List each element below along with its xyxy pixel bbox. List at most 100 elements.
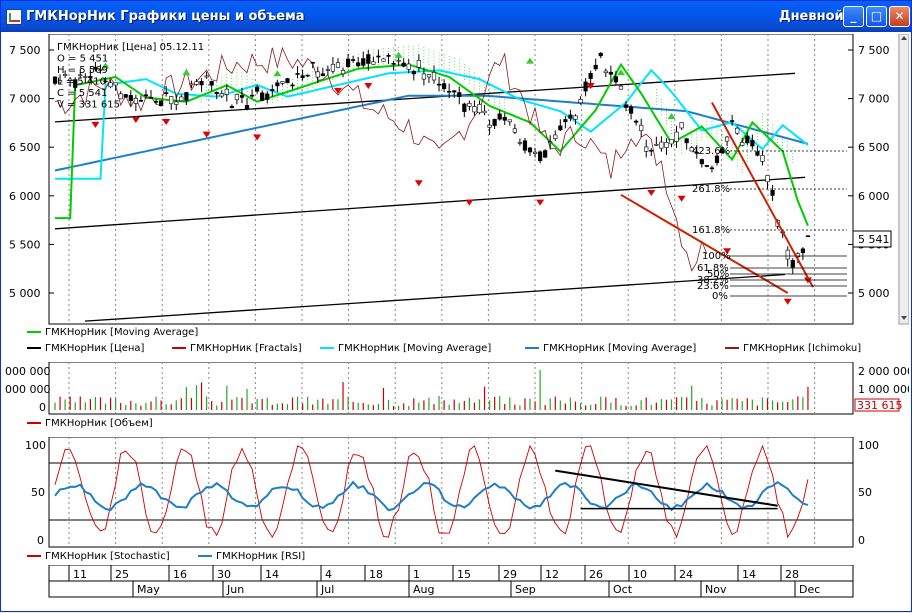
fractal-down-icon [723,248,732,255]
candle-body [472,106,477,113]
price-panel[interactable]: 7 500 7 000 6 500 6 000 5 500 5 000 7 500 7 00… [5,33,910,357]
candle-body [295,73,300,75]
legend-swatch [320,347,334,349]
candle-body [598,52,603,57]
candle-body [416,60,421,68]
candle-body [123,94,128,98]
candle-body [538,151,543,162]
period-label: Дневной [779,9,844,24]
legend-item: ГМКНорНик [RSI] [198,551,305,562]
candle-body [543,150,548,158]
channel-upper [54,72,796,123]
price-tick-right: 7 500 [858,44,890,57]
candle-body [159,100,164,107]
close-button[interactable]: ✕ [889,6,910,27]
candle-body [664,142,669,148]
candle-body [436,83,442,86]
app-icon [6,9,22,25]
candle-body [73,79,78,88]
candle-body [669,138,674,145]
candle-body [275,82,280,87]
candle-body [750,140,755,147]
oscillator-panel[interactable]: 100 50 0 100 50 0 ГМКНорНик [Stochastic]… [5,436,909,565]
month-label: Nov [705,583,727,596]
fractal-down-icon [131,117,140,124]
legend-item: ГМКНорНик [Moving Average] [525,343,696,354]
legend-label: ГМКНорНик [RSI] [216,551,306,562]
fibonacci: 423.6% 261.8% 161.8% 100%61.8%50%38.2%23.6%… [692,146,847,302]
candle-body [527,147,533,153]
candle-body [760,155,765,162]
price-tick-left: 6 500 [9,141,41,154]
title-bar[interactable]: ГМКНорНик Графики цены и объема Дневной … [1,1,911,32]
candle-body [78,74,83,77]
candle-body [108,82,113,88]
info-line: O = 5 451 [57,54,108,65]
stochastic-line [54,444,809,539]
scroll-up-icon[interactable] [901,36,907,40]
candle-body [613,76,619,83]
price-tick-left: 6 000 [9,190,41,203]
candle-body [285,78,290,84]
fractal-up-icon [526,57,535,64]
day-label: 28 [785,568,799,581]
maximize-button[interactable]: □ [866,6,887,27]
price-tick-left: 7 000 [9,93,41,106]
candle-body [603,70,608,74]
day-label: 25 [115,568,129,581]
candle-body [270,89,275,92]
day-label: 24 [679,568,693,581]
legend-swatch [172,347,186,349]
fractal-down-icon [536,199,545,206]
candle-body [482,110,487,114]
fib-label: 38.2% [697,275,729,286]
price-tick-left: 5 500 [9,238,41,251]
osc-trendline [555,469,778,507]
legend-label: ГМКНорНик [Ichimoku] [743,343,862,354]
candle-body [224,88,229,95]
legend-label: ГМКНорНик [Fractals] [190,343,302,354]
osc-left-tick-50: 50 [31,486,45,499]
fractal-up-icon [394,51,403,58]
candle-body [386,54,391,57]
candle-body [143,94,149,97]
candle-body [800,248,805,254]
fib-label: 50% [707,269,729,280]
candle-body [421,73,426,80]
candle-body [644,146,649,152]
month-label: Jun [226,583,244,596]
candle-body [628,106,634,114]
scroll-down-icon[interactable] [901,316,907,320]
vol-right-tick-1: 1 000 000 [858,383,909,396]
candle-body [785,249,790,260]
day-label: 12 [545,568,559,581]
candle-body [219,93,224,97]
minimize-button[interactable]: _ [843,6,864,27]
candle-body [174,101,179,105]
volume-panel[interactable]: 000 000 000 000 0 2 000 000 1 000 000 0 … [5,361,912,432]
candle-body [578,99,583,104]
vol-left-tick-2: 0 [39,401,46,414]
fractal-down-icon [783,298,792,305]
oscillator-chart[interactable]: 100 50 0 100 50 0 [5,436,909,565]
candle-body [305,74,310,77]
volume-chart[interactable]: 000 000 000 000 0 2 000 000 1 000 000 0 … [5,361,912,432]
price-chart[interactable]: 7 500 7 000 6 500 6 000 5 500 5 000 7 500 7 00… [5,33,910,357]
candle-body [249,94,255,97]
fractal-down-icon [253,134,262,141]
candle-body [335,62,341,68]
candle-body [512,128,517,133]
candle-body [532,151,538,154]
candle-body [280,81,285,84]
candle-body [553,134,558,139]
candle-body [351,59,356,61]
candle-body [694,152,699,154]
info-line: V = 331 615 [57,100,120,111]
candle-body [507,119,512,123]
legend-item: ГМКНорНик [Ichimoku] [725,343,861,354]
fractal-down-icon [465,199,474,206]
price-scrollbar[interactable] [898,33,910,325]
info-line: L = 5 410 [57,77,106,88]
candle-body [684,138,689,144]
candle-body [260,92,265,101]
